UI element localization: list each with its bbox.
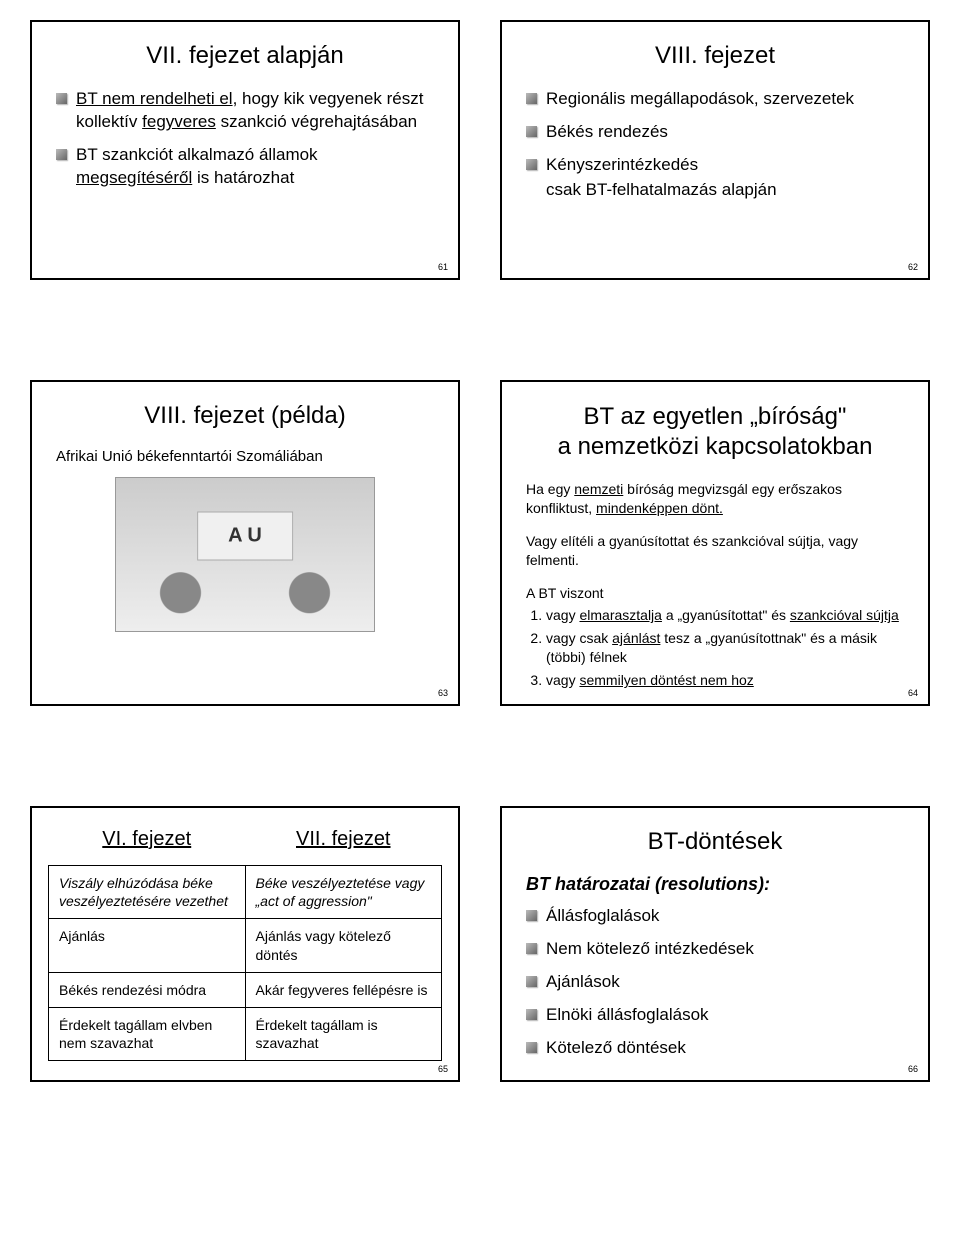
slide-title: BT-döntések — [526, 828, 904, 856]
text: vagy — [546, 672, 579, 688]
text-underline: nemzeti — [574, 481, 623, 497]
table-cell: Ajánlás — [49, 919, 246, 972]
table-cell: Béke veszélyeztetése vagy „act of aggres… — [245, 866, 442, 919]
text: Ha egy — [526, 481, 574, 497]
table-row: Érdekelt tagállam elvben nem szavazhat É… — [49, 1007, 442, 1060]
list-item: Állásfoglalások — [526, 905, 904, 928]
table-header-row: VI. fejezet VII. fejezet — [49, 824, 442, 866]
slide-title: BT az egyetlen „bíróság" a nemzetközi ka… — [526, 402, 904, 462]
numbered-list: vagy elmarasztalja a „gyanúsítottat" és … — [526, 606, 904, 690]
table-cell: Viszály elhúzódása béke veszélyeztetésér… — [49, 866, 246, 919]
text-underline: szankcióval sújtja — [790, 607, 899, 623]
list-item: Kényszerintézkedés csak BT-felhatalmazás… — [526, 154, 904, 202]
slide-title: VII. fejezet alapján — [56, 42, 434, 70]
table-row: Békés rendezési módra Akár fegyveres fel… — [49, 972, 442, 1007]
text-underline: ajánlást — [612, 630, 660, 646]
list-item: BT nem rendelheti el, hogy kik vegyenek … — [56, 88, 434, 134]
text-underline: mindenképpen dönt. — [596, 500, 723, 516]
list-item: Regionális megállapodások, szervezetek — [526, 88, 904, 111]
paragraph: Ha egy nemzeti bíróság megvizsgál egy er… — [526, 480, 904, 518]
page-number: 62 — [908, 262, 918, 272]
table-cell: Érdekelt tagállam is szavazhat — [245, 1007, 442, 1060]
slide-64: BT az egyetlen „bíróság" a nemzetközi ka… — [500, 380, 930, 706]
slide-grid: VII. fejezet alapján BT nem rendelheti e… — [30, 20, 930, 1082]
table-cell: Akár fegyveres fellépésre is — [245, 972, 442, 1007]
table-row: Ajánlás Ajánlás vagy kötelező döntés — [49, 919, 442, 972]
table-row: Viszály elhúzódása béke veszélyeztetésér… — [49, 866, 442, 919]
page-number: 61 — [438, 262, 448, 272]
col-header: VII. fejezet — [245, 824, 442, 866]
page-number: 65 — [438, 1064, 448, 1074]
title-line-2: a nemzetközi kapcsolatokban — [558, 433, 873, 460]
table-cell: Ajánlás vagy kötelező döntés — [245, 919, 442, 972]
list-item: vagy csak ajánlást tesz a „gyanúsítottna… — [546, 629, 904, 667]
bullet-list: BT nem rendelheti el, hogy kik vegyenek … — [56, 88, 434, 190]
title-line-1: BT az egyetlen „bíróság" — [584, 403, 847, 430]
comparison-table: VI. fejezet VII. fejezet Viszály elhúzód… — [48, 824, 442, 1061]
vehicle-photo — [115, 477, 375, 632]
list-item: Ajánlások — [526, 971, 904, 994]
table-cell: Békés rendezési módra — [49, 972, 246, 1007]
text-underline: megsegítéséről — [76, 168, 192, 187]
slide-title: VIII. fejezet (példa) — [56, 402, 434, 430]
bullet-list: Regionális megállapodások, szervezetek B… — [526, 88, 904, 202]
slide-62: VIII. fejezet Regionális megállapodások,… — [500, 20, 930, 280]
text: szankció végrehajtásában — [216, 112, 417, 131]
list-item: vagy elmarasztalja a „gyanúsítottat" és … — [546, 606, 904, 625]
subtitle: Afrikai Unió békefenntartói Szomáliában — [56, 448, 434, 465]
page-number: 64 — [908, 688, 918, 698]
text: vagy csak — [546, 630, 612, 646]
slide-66: BT-döntések BT határozatai (resolutions)… — [500, 806, 930, 1082]
text: vagy — [546, 607, 579, 623]
page-number: 63 — [438, 688, 448, 698]
list-item: Nem kötelező intézkedések — [526, 938, 904, 961]
slide-65: VI. fejezet VII. fejezet Viszály elhúzód… — [30, 806, 460, 1082]
lead-text: BT határozatai (resolutions): — [526, 874, 904, 895]
slide-61: VII. fejezet alapján BT nem rendelheti e… — [30, 20, 460, 280]
list-item: Elnöki állásfoglalások — [526, 1004, 904, 1027]
slide-63: VIII. fejezet (példa) Afrikai Unió békef… — [30, 380, 460, 706]
list-item: Kötelező döntések — [526, 1037, 904, 1060]
bullet-list: Állásfoglalások Nem kötelező intézkedése… — [526, 905, 904, 1060]
sub-text: csak BT-felhatalmazás alapján — [546, 179, 904, 202]
paragraph: A BT viszont — [526, 584, 904, 603]
text-underline: elmarasztalja — [579, 607, 661, 623]
text: a „gyanúsítottat" és — [662, 607, 790, 623]
list-item: vagy semmilyen döntést nem hoz — [546, 671, 904, 690]
text: BT szankciót alkalmazó államok — [76, 145, 318, 164]
text-underline: BT nem rendelheti el — [76, 89, 233, 108]
text: is határozhat — [192, 168, 294, 187]
list-item: BT szankciót alkalmazó államok megsegíté… — [56, 144, 434, 190]
paragraph: Vagy elítéli a gyanúsítottat és szankció… — [526, 532, 904, 570]
table-cell: Érdekelt tagállam elvben nem szavazhat — [49, 1007, 246, 1060]
col-header: VI. fejezet — [49, 824, 246, 866]
text-underline: fegyveres — [142, 112, 216, 131]
page-number: 66 — [908, 1064, 918, 1074]
text-underline: semmilyen döntést nem hoz — [579, 672, 753, 688]
slide-title: VIII. fejezet — [526, 42, 904, 70]
list-item: Békés rendezés — [526, 121, 904, 144]
text: Kényszerintézkedés — [546, 155, 698, 174]
